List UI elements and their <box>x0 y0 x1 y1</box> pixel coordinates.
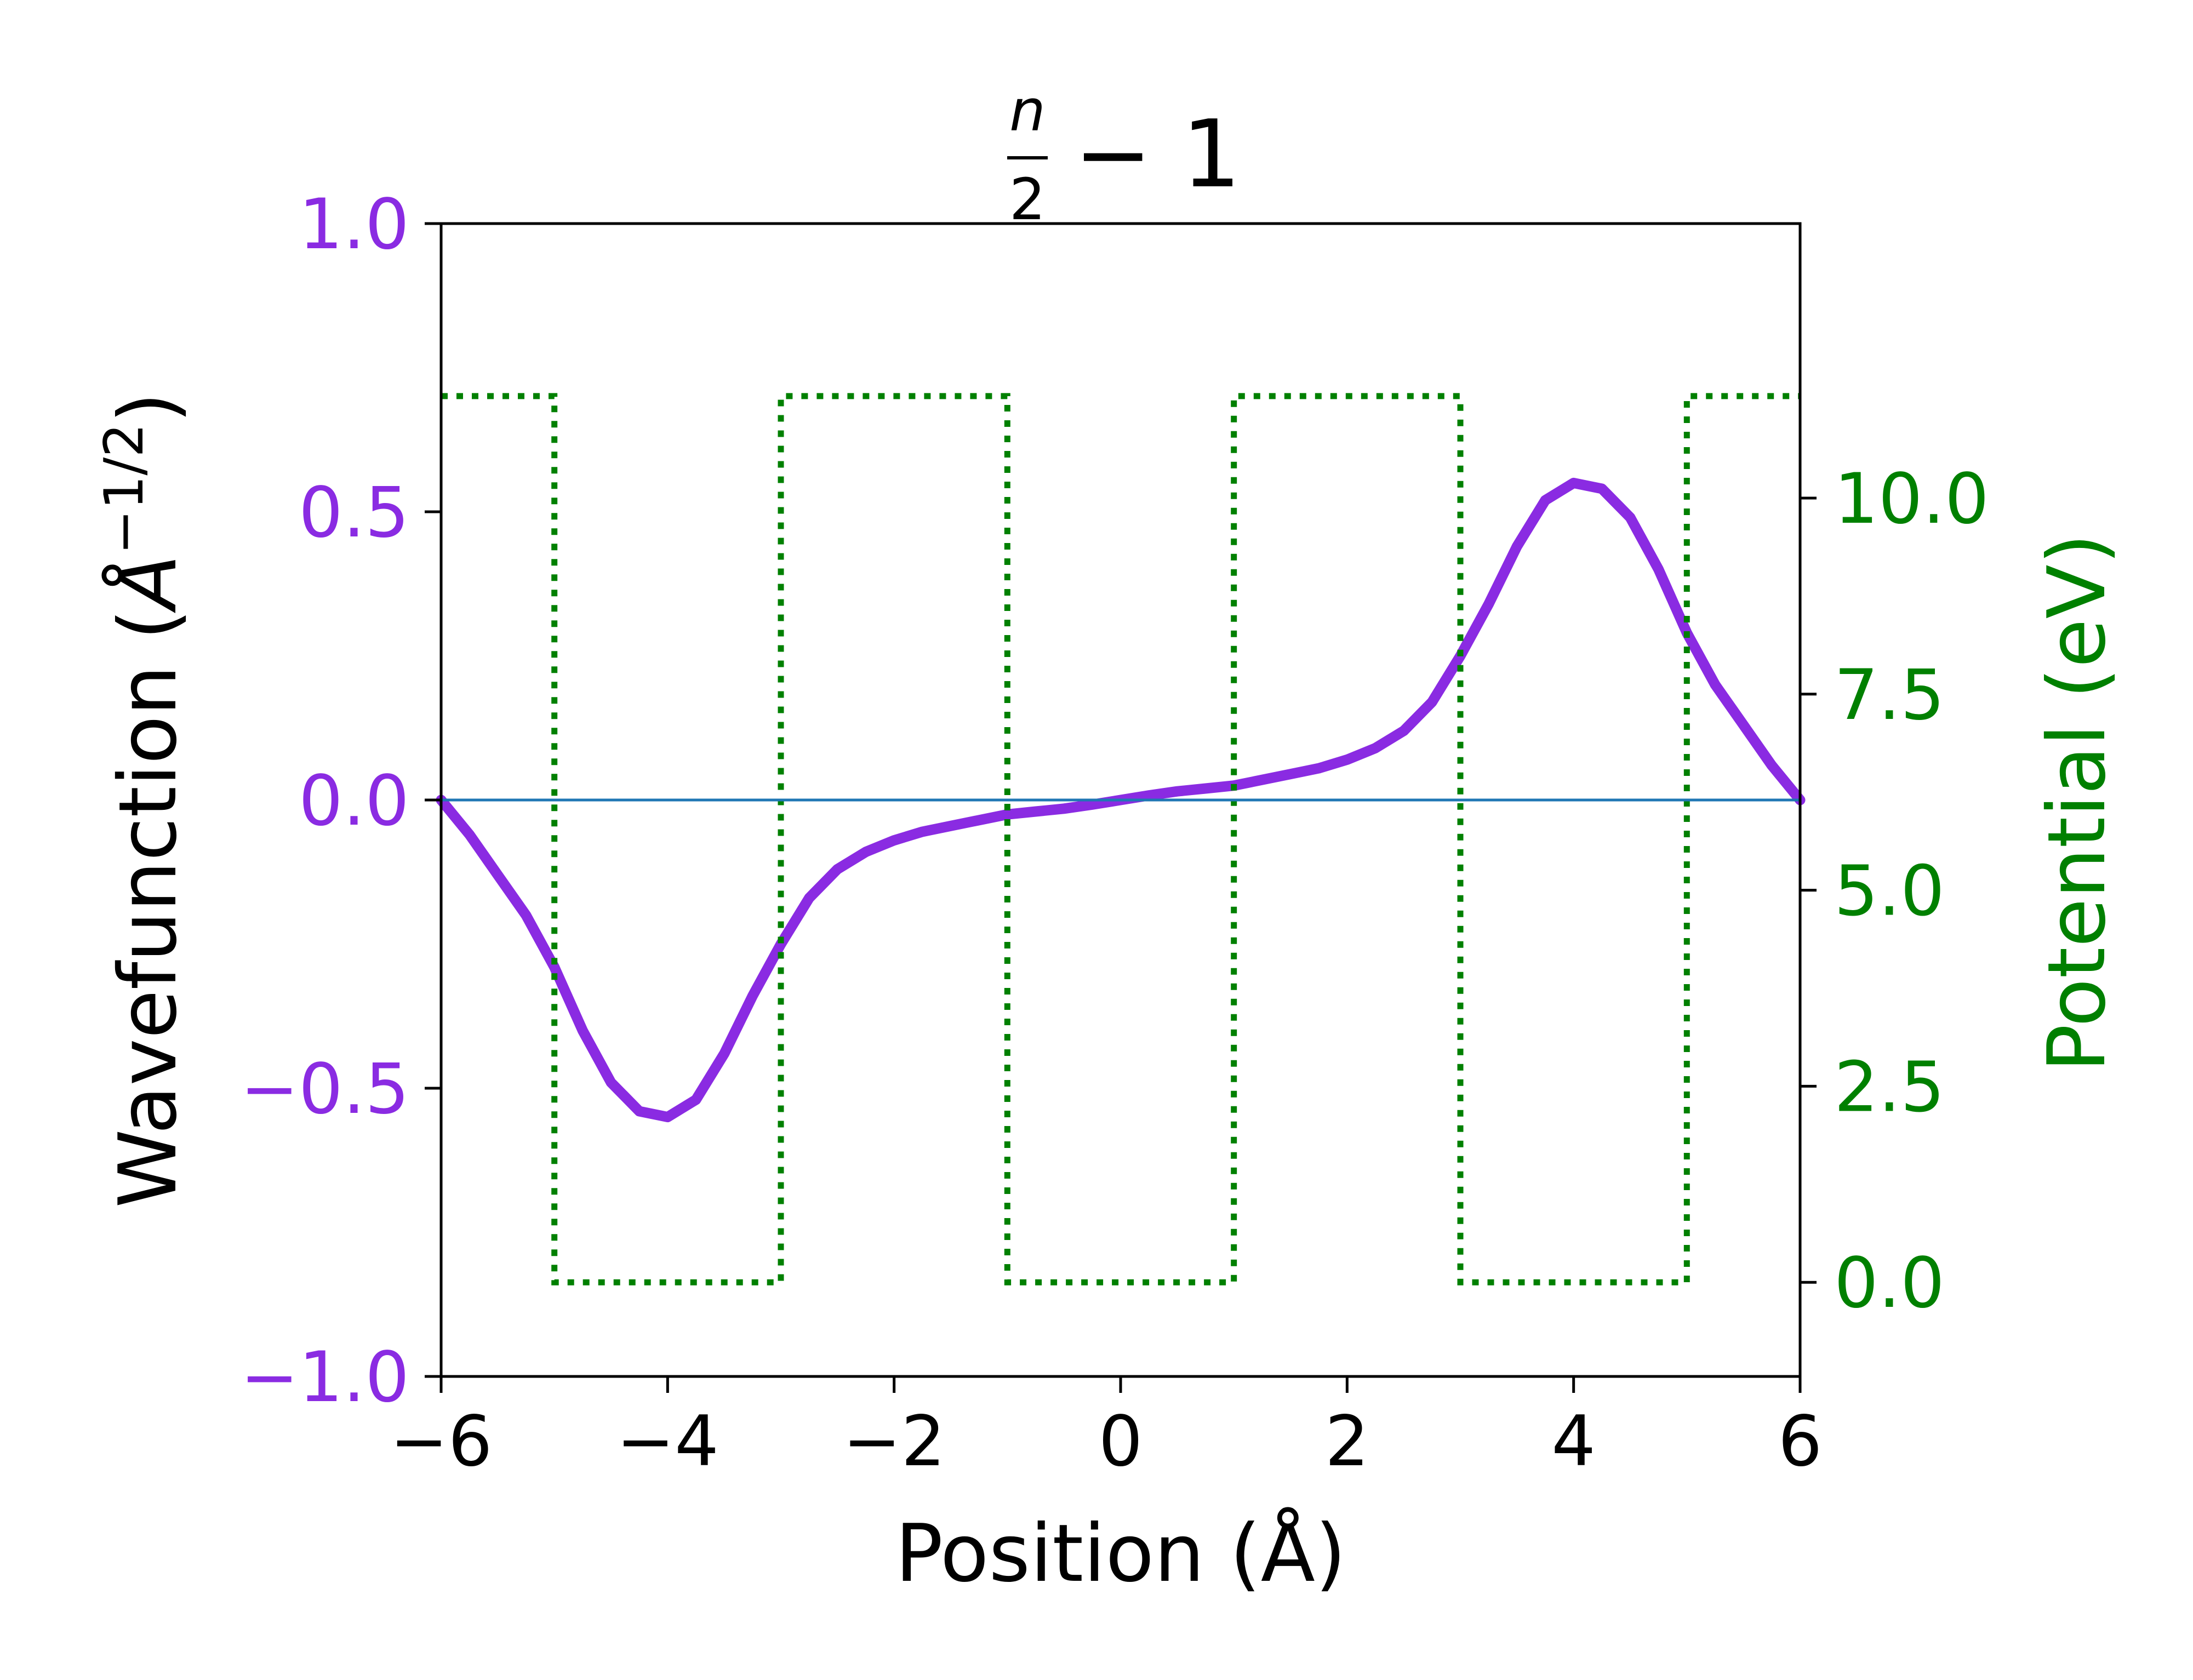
x-tick-label: 0 <box>1099 1401 1143 1482</box>
y-left-tick-label: 0.5 <box>299 472 409 553</box>
x-tick-label: −2 <box>843 1401 945 1482</box>
x-tick-label: 6 <box>1778 1401 1823 1482</box>
x-tick-label: −4 <box>616 1401 719 1482</box>
y-left-tick-label: −0.5 <box>241 1048 409 1129</box>
y-left-label-suffix: ) <box>102 392 195 424</box>
y-right-tick-label: 10.0 <box>1834 458 1989 539</box>
x-tick-label: 2 <box>1325 1401 1369 1482</box>
y-left-label-exponent: −1/2 <box>93 423 156 555</box>
y-right-axis-label: Potential (eV) <box>2031 534 2123 1072</box>
y-right-tick-label: 7.5 <box>1834 654 1945 735</box>
y-right-tick-label: 2.5 <box>1834 1046 1945 1127</box>
y-right-tick-label: 5.0 <box>1834 850 1945 932</box>
title-fraction-numerator: n <box>1009 77 1046 144</box>
title-rest: − 1 <box>1074 100 1241 209</box>
y-left-tick-label: 0.0 <box>299 760 409 841</box>
x-axis-label: Position (Å) <box>895 1507 1346 1600</box>
potential-line <box>441 393 1800 1285</box>
x-tick-label: 4 <box>1551 1401 1596 1482</box>
y-right-tick-label: 0.0 <box>1834 1242 1945 1323</box>
series-layer <box>436 393 1806 1285</box>
y-left-tick-label: −1.0 <box>241 1336 409 1418</box>
tick-layer: −6 −4 −2 0 2 4 6 −1.0 −0.5 0.0 0.5 1.0 0.0 2.5 5.0 7.5 1… <box>241 184 1989 1482</box>
y-left-label-prefix: Wavefunction ( <box>102 609 195 1208</box>
x-tick-label: −6 <box>390 1401 492 1482</box>
title-fraction-denominator: 2 <box>1009 166 1046 233</box>
chart-title: n <box>1009 77 1046 144</box>
y-left-axis-label: Wavefunction (Å−1/2) <box>93 392 195 1208</box>
y-left-label-unit: Å <box>102 555 195 613</box>
y-left-tick-label: 1.0 <box>299 184 409 265</box>
